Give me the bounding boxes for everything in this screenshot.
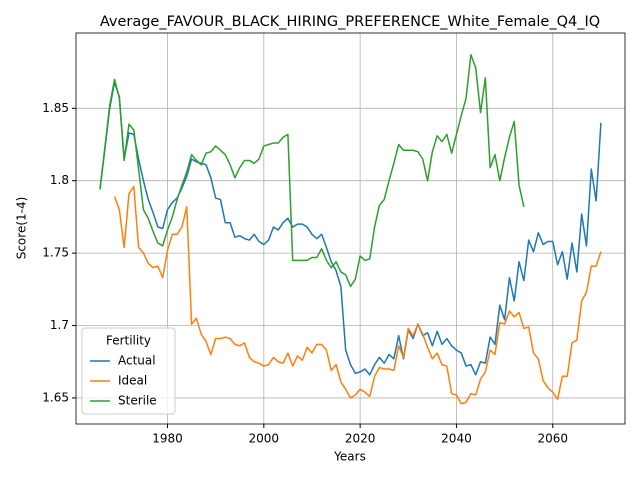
x-tick-label: 2000 <box>249 432 280 446</box>
legend-label: Sterile <box>118 394 157 408</box>
legend-label: Ideal <box>118 374 147 388</box>
y-tick-label: 1.65 <box>42 390 69 404</box>
y-tick-label: 1.85 <box>42 101 69 115</box>
legend-box <box>81 327 176 415</box>
x-tick-label: 1980 <box>152 432 183 446</box>
plot-frame <box>75 32 626 425</box>
legend-label: Actual <box>118 354 156 368</box>
x-tick-label: 2020 <box>345 432 376 446</box>
legend-title: Fertility <box>106 334 151 348</box>
series-line <box>113 185 602 405</box>
legend: Fertility Actual Ideal Sterile <box>81 327 176 415</box>
series-line <box>99 53 525 288</box>
x-tick-label: 2060 <box>537 432 568 446</box>
x-tick-label: 2040 <box>441 432 472 446</box>
series-line <box>99 81 602 376</box>
y-tick-label: 1.8 <box>50 173 69 187</box>
y-tick-label: 1.7 <box>50 318 69 332</box>
x-axis-label: Years <box>333 450 366 464</box>
y-axis-label: Score(1-4) <box>15 197 29 260</box>
y-tick-label: 1.75 <box>42 246 69 260</box>
chart-title: Average_FAVOUR_BLACK_HIRING_PREFERENCE_W… <box>100 14 600 30</box>
